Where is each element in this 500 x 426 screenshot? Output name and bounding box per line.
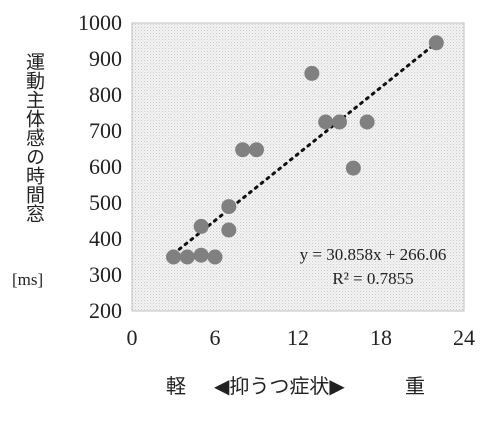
x-tick-label: 18	[370, 325, 392, 350]
y-axis-unit: [ms]	[12, 270, 44, 289]
data-point	[207, 249, 223, 265]
r-squared-label: R² = 0.7855	[332, 269, 413, 288]
y-tick-label: 400	[89, 226, 122, 251]
y-tick-label: 900	[89, 46, 122, 71]
data-point	[359, 114, 375, 130]
data-point	[193, 247, 209, 263]
x-axis-label-light: 軽	[166, 374, 186, 398]
plot-area	[131, 22, 465, 312]
x-axis-label-depression: ◀抑うつ症状▶	[214, 374, 345, 398]
data-point	[318, 114, 334, 130]
data-point	[249, 142, 264, 158]
y-tick-label: 700	[89, 118, 122, 143]
x-axis-ticks: 0 6 12 18 24	[127, 325, 476, 350]
data-point	[332, 114, 347, 130]
data-point	[221, 222, 237, 238]
y-tick-label: 1000	[78, 10, 122, 35]
data-point	[235, 142, 251, 158]
x-tick-label: 12	[287, 325, 309, 350]
y-tick-label: 800	[89, 82, 122, 107]
data-point	[166, 249, 181, 265]
y-tick-label: 200	[89, 298, 122, 323]
y-axis-ticks: 200 300 400 500 600 700 800 900 1000	[78, 10, 122, 323]
data-points	[166, 35, 444, 265]
data-point	[428, 35, 444, 51]
x-tick-label: 24	[453, 325, 475, 350]
data-point	[345, 160, 361, 176]
data-point	[179, 249, 195, 265]
y-tick-label: 600	[89, 154, 122, 179]
trendline	[172, 41, 438, 256]
y-tick-label: 500	[89, 190, 122, 215]
data-point	[221, 199, 237, 215]
data-point	[304, 65, 320, 81]
x-axis-label-severe: 重	[405, 374, 425, 398]
x-tick-label: 0	[127, 325, 138, 350]
y-axis-label: 運動主体感の時間窓	[23, 52, 45, 223]
x-tick-label: 6	[210, 325, 221, 350]
y-tick-label: 300	[89, 262, 122, 287]
data-point	[193, 218, 209, 234]
trendline-equation: y = 30.858x + 266.06	[300, 245, 447, 264]
